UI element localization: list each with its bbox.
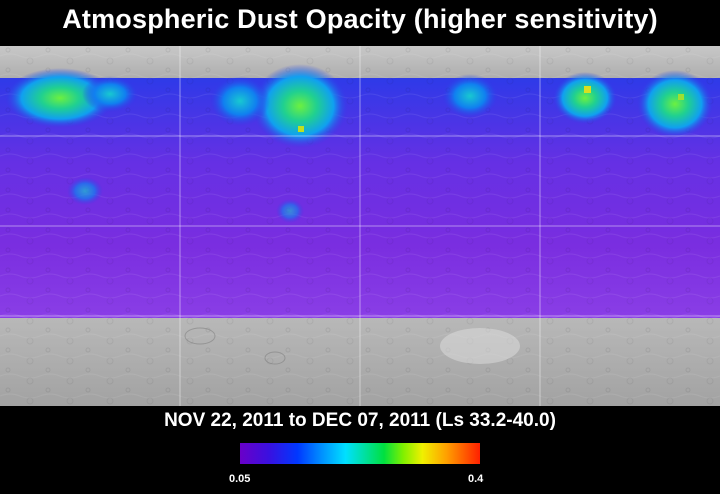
- colorbar-max-label: 0.4: [468, 473, 484, 485]
- dust-blob: [442, 74, 498, 118]
- dust-blob: [82, 76, 138, 112]
- dust-blob: [210, 76, 270, 126]
- dust-blob: [252, 64, 348, 148]
- dust-blob: [553, 72, 617, 124]
- date-range-caption: NOV 22, 2011 to DEC 07, 2011 (Ls 33.2-40…: [164, 410, 556, 431]
- dust-blob: [276, 199, 304, 223]
- dust-blob: [67, 177, 103, 205]
- dust-blob: [637, 70, 713, 138]
- colorbar: [240, 443, 480, 464]
- graticule: [0, 46, 720, 406]
- map-canvas: [0, 46, 720, 406]
- dust-blob: [5, 68, 115, 128]
- map-title: Atmospheric Dust Opacity (higher sensiti…: [62, 4, 658, 34]
- mars-dust-map: [0, 46, 720, 406]
- colorbar-min-label: 0.05: [229, 473, 251, 485]
